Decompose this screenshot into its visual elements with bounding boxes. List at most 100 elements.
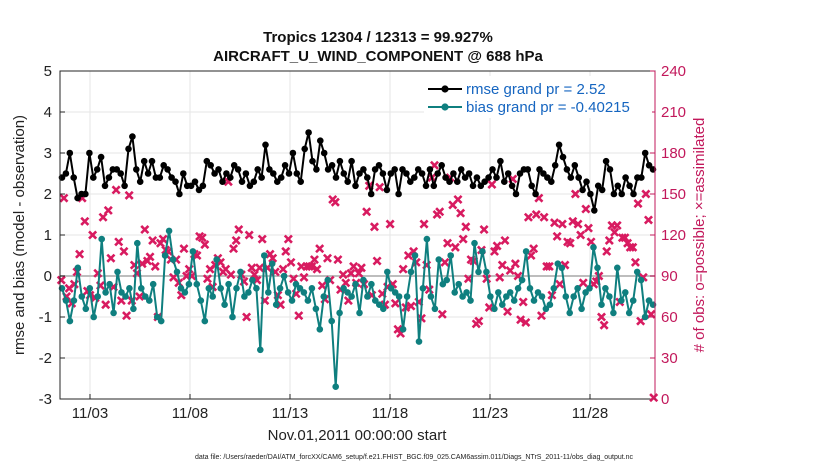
obs-assimilated-marker <box>244 230 254 240</box>
bias-point <box>387 285 395 292</box>
rmse-point <box>82 190 89 198</box>
x-tick-label: 11/13 <box>272 405 308 422</box>
obs-marker-stroke <box>349 261 359 271</box>
rmse-point <box>434 170 442 177</box>
rmse-point <box>477 182 485 190</box>
rmse-point <box>340 170 348 177</box>
obs-assimilated-marker <box>544 261 554 271</box>
x-tick-label: 11/28 <box>572 405 608 422</box>
right-tick-label: 120 <box>661 227 686 244</box>
obs-marker-stroke <box>375 182 385 192</box>
obs-assimilated-marker <box>200 240 210 250</box>
obs-marker-stroke <box>456 208 466 218</box>
obs-marker-stroke <box>322 253 333 263</box>
bias-point <box>407 268 415 276</box>
obs-marker-stroke <box>555 279 565 289</box>
obs-assimilated-marker <box>278 264 288 274</box>
obs-marker-stroke <box>307 261 317 271</box>
right-tick-label: 90 <box>661 268 678 285</box>
bias-point <box>66 317 74 325</box>
data-file-footnote: data file: /Users/raeder/DAI/ATM_forcXX/… <box>195 454 634 461</box>
bias-point <box>586 285 593 292</box>
legend-rmse-label: rmse grand pr = 2.52 <box>466 81 606 98</box>
obs-marker-stroke <box>461 222 471 232</box>
rmse-point <box>536 166 543 173</box>
bias-point <box>304 297 312 304</box>
x-axis-label: Nov.01,2011 00:00:00 start <box>268 427 448 444</box>
obs-marker-stroke <box>487 179 497 189</box>
rmse-point <box>489 166 496 173</box>
obs-marker-stroke <box>437 309 447 319</box>
x-axis: 11/03 11/08 11/13 11/18 11/23 11/28 <box>72 394 608 422</box>
rmse-point <box>591 207 598 214</box>
obs-assimilated-marker <box>299 272 309 282</box>
rmse-point <box>90 174 97 181</box>
x-tick-label: 11/03 <box>72 405 108 422</box>
rmse-point <box>180 170 187 177</box>
rmse-point <box>626 182 633 190</box>
rmse-point <box>148 157 156 165</box>
rmse-point <box>195 186 203 194</box>
obs-assimilated-marker <box>453 194 463 204</box>
rmse-point <box>293 170 301 177</box>
rmse-point <box>129 133 136 140</box>
rmse-point <box>504 170 512 177</box>
bias-point <box>566 309 573 317</box>
bias-point <box>213 256 220 263</box>
obs-marker-stroke <box>294 311 304 321</box>
bias-point <box>554 260 562 268</box>
bias-point <box>622 289 629 296</box>
obs-marker-stroke <box>503 307 513 317</box>
obs-marker-stroke <box>612 220 622 230</box>
rmse-point <box>101 182 109 190</box>
obs-assimilated-marker <box>443 238 453 248</box>
obs-marker-stroke <box>372 256 382 266</box>
rmse-point <box>168 174 175 181</box>
obs-assimilated-marker <box>492 241 502 251</box>
rmse-point <box>187 182 195 190</box>
bias-point <box>153 313 161 321</box>
bias-point <box>276 285 284 292</box>
bias-point <box>459 293 466 300</box>
rmse-point <box>438 162 446 169</box>
bias-point <box>356 309 363 317</box>
bias-point <box>463 289 470 296</box>
obs-marker-stroke <box>492 241 502 251</box>
obs-assimilated-marker <box>375 182 385 192</box>
legend-bias-marker <box>441 103 449 111</box>
bias-point <box>201 317 209 325</box>
obs-assimilated-marker <box>487 179 497 189</box>
obs-assimilated-marker <box>111 185 121 195</box>
obs-marker-stroke <box>309 255 319 265</box>
obs-marker-stroke <box>197 233 207 243</box>
obs-marker-stroke <box>283 234 293 244</box>
rmse-point <box>266 166 273 173</box>
obs-assimilated-marker <box>474 316 484 326</box>
obs-assimilated-marker <box>628 242 638 252</box>
rmse-point <box>403 170 410 177</box>
bias-point <box>562 293 570 300</box>
rmse-point <box>136 178 144 185</box>
obs-assimilated-marker <box>479 225 489 235</box>
legend: rmse grand pr = 2.52 bias grand pr = -0.… <box>424 76 652 118</box>
rmse-point <box>524 166 532 173</box>
obs-assimilated-marker <box>124 190 134 200</box>
obs-marker-stroke <box>385 219 395 229</box>
y-axis-label-right: # of obs: o=possible; ×=assimilated <box>691 118 708 353</box>
rmse-point <box>457 166 465 173</box>
obs-marker-stroke <box>200 240 210 250</box>
bias-point <box>288 297 296 304</box>
obs-assimilated-marker <box>581 204 591 214</box>
obs-marker-stroke <box>119 246 129 256</box>
bias-point <box>574 285 581 292</box>
obs-marker-stroke <box>150 261 160 271</box>
rmse-point <box>250 178 258 185</box>
obs-marker-stroke <box>111 185 121 195</box>
obs-marker-stroke <box>424 285 434 295</box>
obs-assimilated-marker <box>565 238 575 248</box>
rmse-point <box>117 170 124 177</box>
rmse-point <box>630 190 637 198</box>
obs-marker-stroke <box>617 233 627 243</box>
bias-point <box>618 297 625 304</box>
rmse-point <box>387 170 395 177</box>
